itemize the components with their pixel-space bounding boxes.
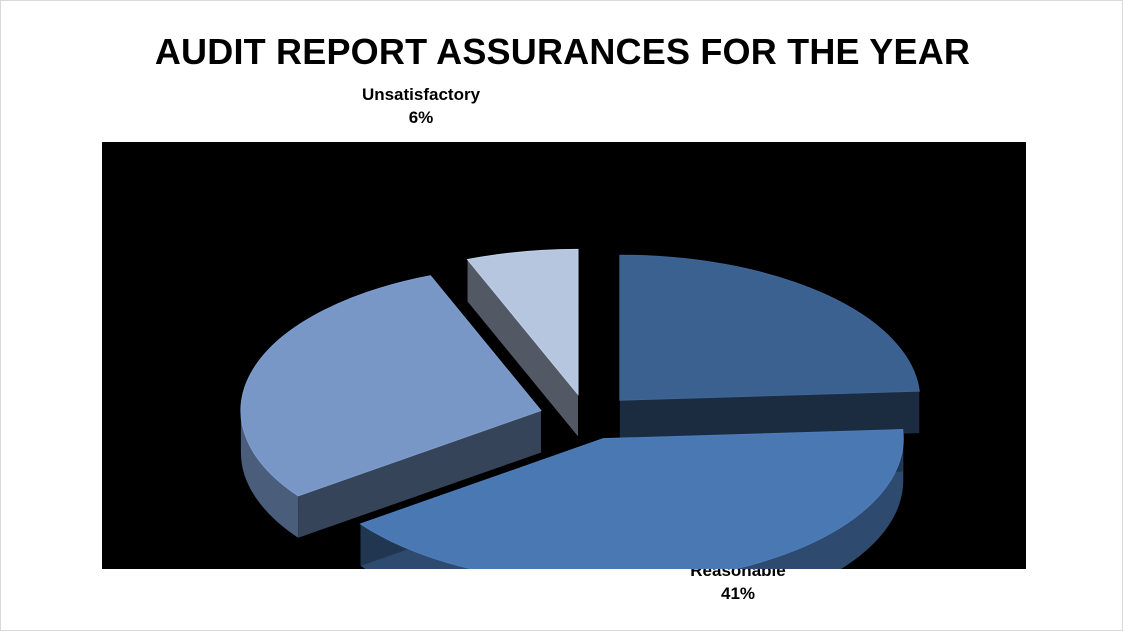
pie-slice-top [466, 248, 579, 396]
plot-area [102, 142, 1026, 569]
data-label-reasonable-pct: 41% [720, 584, 756, 603]
pie-slice-cut [619, 391, 920, 443]
pie-slice-side [360, 438, 904, 569]
pie-slice-unsatisfactory [466, 248, 579, 437]
pie-slice-side [240, 410, 299, 538]
pie-slice-substantial [619, 254, 920, 443]
data-label-unsatisfactory-pct: 6% [408, 108, 434, 127]
pie-slice-top [359, 429, 904, 569]
pie-slice-top [619, 254, 920, 401]
pie-slice-limited [240, 275, 542, 538]
pie-slice-top [240, 275, 542, 497]
data-label-unsatisfactory-name: Unsatisfactory [361, 85, 481, 104]
chart-title: AUDIT REPORT ASSURANCES FOR THE YEAR [154, 31, 971, 72]
pie-slice-cut [467, 259, 579, 437]
pie-chart [240, 248, 920, 569]
pie-slice-reasonable [359, 429, 904, 569]
pie-slice-cut [298, 410, 541, 538]
data-label-unsatisfactory: Unsatisfactory 6% [301, 83, 541, 129]
